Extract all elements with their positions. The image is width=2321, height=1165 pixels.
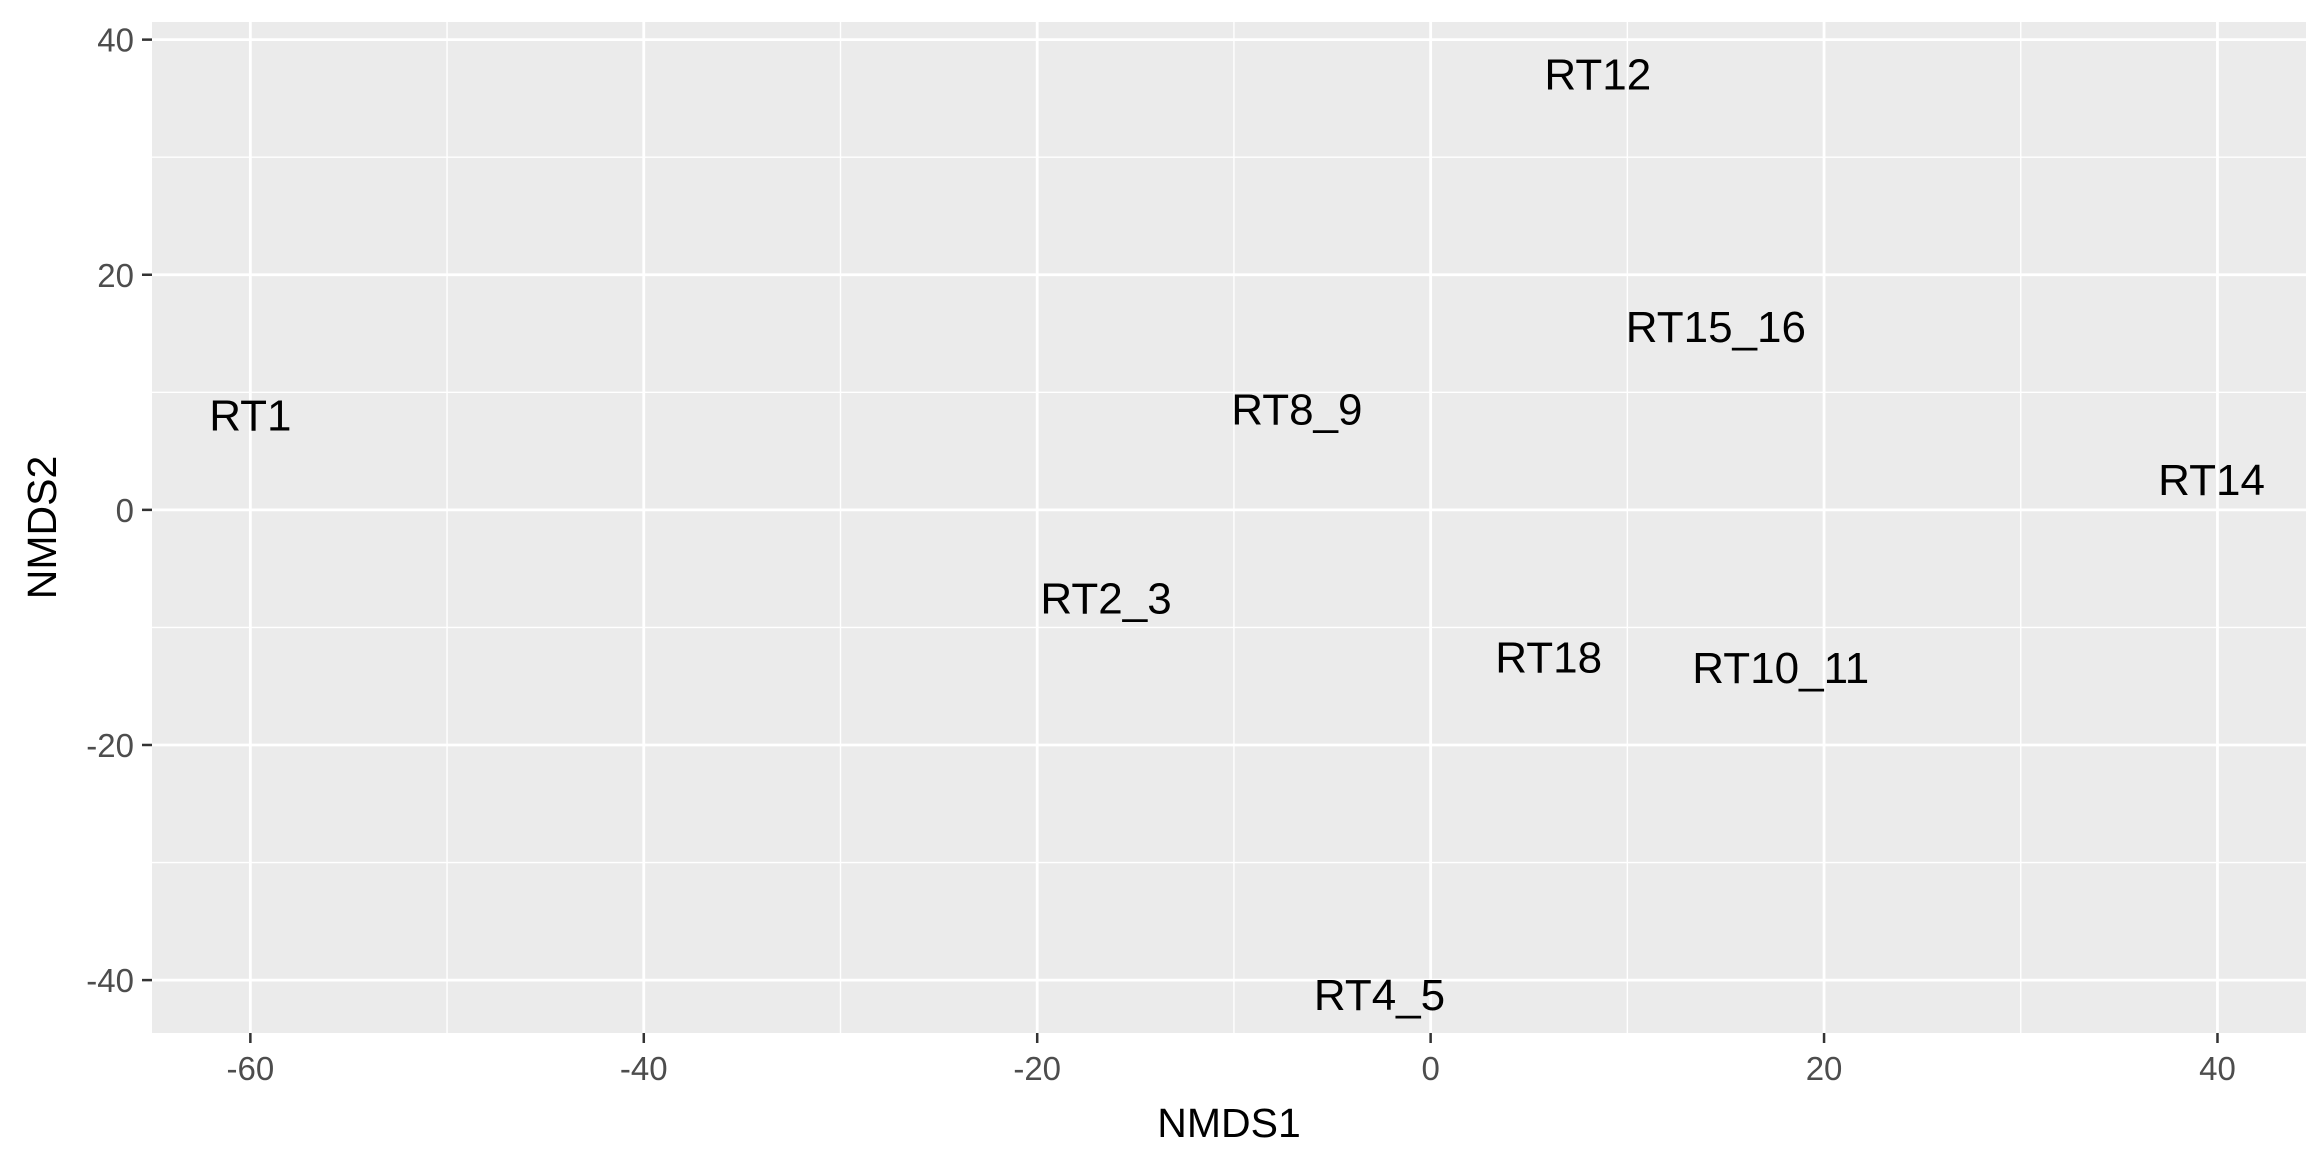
x-tick-label: 0 <box>1421 1050 1439 1087</box>
point-label: RT10_11 <box>1692 644 1869 693</box>
point-label: RT8_9 <box>1231 385 1362 434</box>
point-label: RT15_16 <box>1626 303 1806 352</box>
point-label: RT14 <box>2158 456 2265 505</box>
plot-panel <box>152 22 2306 1033</box>
x-tick-label: 40 <box>2199 1050 2236 1087</box>
y-axis-title: NMDS2 <box>19 456 65 600</box>
x-axis: -60 -40 -20 0 20 40 <box>227 1033 2236 1087</box>
minor-grid <box>152 22 2306 1033</box>
point-label: RT1 <box>209 391 291 440</box>
point-label: RT18 <box>1495 633 1602 682</box>
major-grid <box>152 22 2306 1033</box>
y-tick-label: 40 <box>97 22 134 59</box>
x-tick-label: -60 <box>227 1050 275 1087</box>
point-labels: RT1 RT12 RT15_16 RT8_9 RT14 RT2_3 RT18 RT10_11 R… <box>209 50 2265 1019</box>
point-label: RT4_5 <box>1314 971 1445 1020</box>
x-axis-title: NMDS1 <box>1157 1100 1301 1146</box>
y-tick-label: -40 <box>86 962 134 999</box>
y-tick-label: 20 <box>97 257 134 294</box>
y-tick-label: -20 <box>86 727 134 764</box>
point-label: RT12 <box>1544 50 1651 99</box>
y-axis: -40 -20 0 20 40 <box>86 22 152 999</box>
x-tick-label: -40 <box>620 1050 668 1087</box>
y-tick-label: 0 <box>116 492 134 529</box>
x-tick-label: -20 <box>1013 1050 1061 1087</box>
x-tick-label: 20 <box>1806 1050 1843 1087</box>
point-label: RT2_3 <box>1040 575 1171 624</box>
